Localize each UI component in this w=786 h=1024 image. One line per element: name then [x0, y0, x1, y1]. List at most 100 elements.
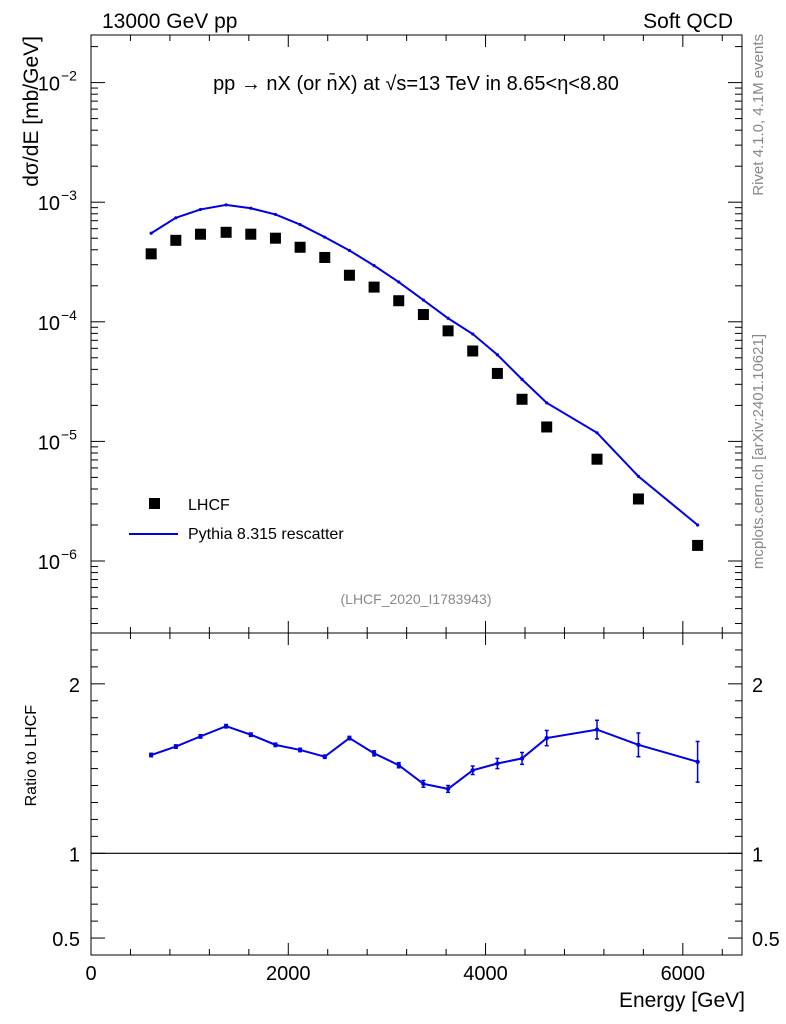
pythia-point	[372, 264, 376, 268]
lhcf-point	[170, 234, 182, 246]
pythia-point	[198, 207, 203, 212]
x-tick-label: 2000	[266, 963, 311, 985]
y-tick-label-ratio-right: 0.5	[752, 929, 780, 951]
legend-lhcf-marker	[149, 498, 160, 509]
ratio-point	[421, 781, 426, 787]
pythia-point	[471, 332, 475, 336]
y-tick-label-main-exponent: −2	[61, 68, 77, 84]
ratio-point	[297, 747, 303, 753]
pythia-point	[520, 377, 524, 381]
main-plot-frame	[90, 34, 743, 634]
ratio-point	[594, 727, 600, 732]
lhcf-point	[343, 269, 355, 281]
pythia-point	[347, 248, 352, 253]
axis-ticks	[90, 35, 742, 955]
pythia-series	[149, 203, 700, 527]
y-tick-label-main: 10	[38, 432, 60, 454]
x-axis-label: Energy [GeV]	[619, 989, 745, 1012]
pythia-point	[545, 401, 549, 405]
pythia-point	[421, 298, 426, 302]
analysis-tag: (LHCF_2020_I1783943)	[341, 591, 492, 607]
ratio-plot-frame	[90, 632, 743, 956]
lhcf-point	[417, 309, 429, 321]
y-tick-label-ratio: 2	[69, 675, 80, 697]
ratio-point	[371, 751, 377, 756]
y-tick-label-ratio: 1	[69, 844, 80, 866]
rivet-version-label: Rivet 4.1.0, 4.1M events	[750, 34, 767, 196]
y-tick-label-ratio-right: 1	[752, 844, 763, 866]
y-tick-label-main: 10	[38, 552, 60, 574]
ratio-point	[470, 768, 475, 773]
lhcf-point	[220, 226, 232, 238]
lhcf-point	[368, 281, 380, 293]
pythia-point	[298, 222, 302, 227]
lhcf-point	[145, 248, 157, 260]
pythia-point	[273, 212, 278, 217]
ratio-point	[544, 735, 549, 741]
ratio-point	[148, 752, 154, 758]
lhcf-point	[516, 393, 528, 405]
pythia-point	[323, 235, 327, 239]
y-tick-label-main-exponent: −5	[61, 426, 77, 442]
lhcf-point	[269, 232, 281, 244]
ratio-point	[273, 742, 278, 748]
lhcf-point	[467, 345, 479, 357]
y-tick-label-main: 10	[38, 313, 60, 335]
pythia-point	[636, 474, 641, 478]
lhcf-series	[145, 226, 704, 551]
lhcf-point	[319, 251, 331, 263]
ratio-point	[322, 754, 327, 759]
pythia-point	[446, 316, 450, 320]
pythia-point	[495, 353, 499, 357]
pythia-line	[150, 203, 699, 526]
y-axis-label-main: dσ/dE [mb/GeV]	[20, 36, 43, 187]
lhcf-point	[194, 228, 206, 240]
chart-title: pp → nX (or n̄X) at √s=13 TeV in 8.65<η<…	[213, 72, 619, 95]
ratio-line	[150, 725, 698, 790]
header-right: Soft QCD	[643, 10, 733, 33]
lhcf-point	[541, 421, 553, 433]
ratio-point	[173, 744, 179, 749]
y-tick-label-main-exponent: −3	[61, 187, 77, 203]
lhcf-point	[393, 295, 405, 307]
lhcf-point	[491, 367, 503, 379]
pythia-point	[696, 523, 700, 527]
y-tick-label-ratio: 0.5	[52, 929, 80, 951]
legend-lhcf-label: LHCF	[188, 497, 230, 514]
mcplots-label: mcplots.cern.ch [arXiv:2401.10621]	[750, 334, 767, 569]
y-tick-label-main: 10	[38, 193, 60, 215]
y-axis-label-ratio: Ratio to LHCF	[23, 705, 40, 807]
y-tick-label-main: 10	[38, 74, 60, 96]
x-tick-label: 4000	[463, 963, 508, 985]
ratio-point	[198, 734, 203, 739]
legend: LHCF Pythia 8.315 rescatter	[129, 497, 344, 543]
pythia-point	[595, 431, 599, 435]
lhcf-point	[632, 493, 644, 505]
x-tick-label: 6000	[661, 963, 706, 985]
pythia-point	[174, 216, 178, 220]
ratio-point	[396, 762, 401, 768]
ratio-point	[223, 724, 229, 729]
pythia-point	[149, 231, 153, 235]
ratio-series	[148, 719, 700, 794]
ratio-point	[248, 732, 253, 737]
lhcf-point	[245, 228, 257, 240]
pythia-point	[249, 206, 253, 210]
ratio-point	[445, 786, 451, 792]
x-tick-label: 0	[85, 963, 96, 985]
lhcf-point	[442, 325, 454, 337]
ratio-point	[347, 735, 352, 741]
lhcf-point	[692, 539, 704, 551]
lhcf-point	[591, 453, 603, 465]
header-left: 13000 GeV pp	[102, 10, 237, 33]
y-tick-label-ratio-right: 2	[752, 675, 763, 697]
ratio-point	[519, 756, 525, 761]
ratio-point	[636, 742, 641, 748]
y-tick-label-main-exponent: −4	[61, 307, 77, 323]
ratio-point	[495, 761, 500, 766]
y-tick-label-main-exponent: −6	[61, 546, 77, 562]
lhcf-point	[294, 241, 306, 253]
ratio-point	[695, 759, 700, 764]
